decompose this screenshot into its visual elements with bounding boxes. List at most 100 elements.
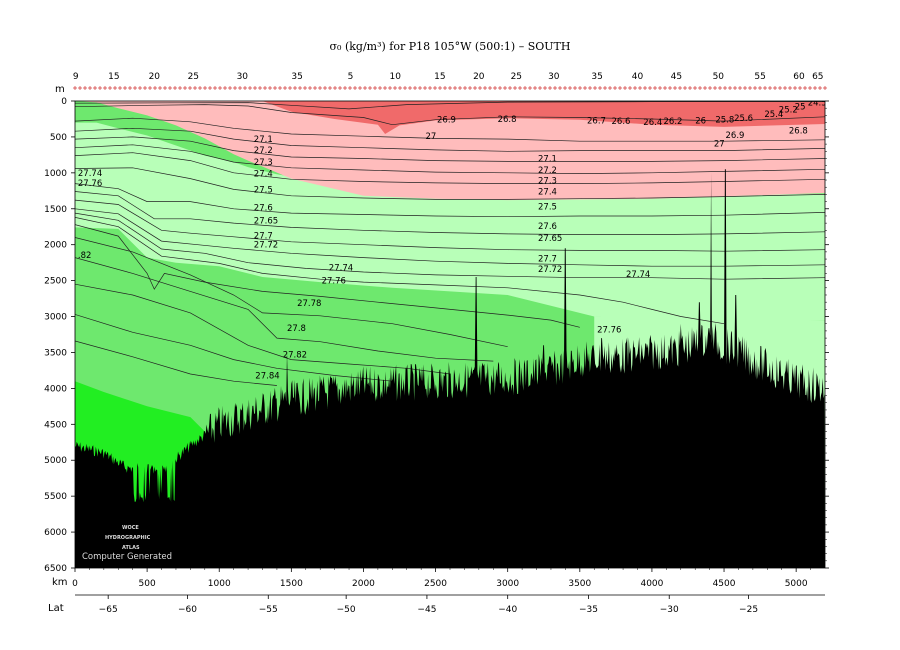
contour-line-14 (75, 224, 580, 328)
contour-label: 27.76 (322, 277, 346, 287)
contour-line-19 (75, 340, 277, 386)
contour-line-7 (75, 167, 825, 200)
contour-label: 26.7 (587, 116, 606, 126)
contour-label: 27.4 (538, 188, 557, 198)
contour-label: 27.65 (254, 216, 278, 226)
km-tick-label: 4500 (713, 579, 736, 589)
contour-line-6 (75, 152, 825, 184)
lat-tick-label: −25 (739, 605, 758, 615)
depth-tick-label: 0 (61, 97, 67, 107)
watermark-line-3: ATLAS (122, 545, 140, 551)
lat-tick-label: −50 (337, 605, 356, 615)
lat-tick-label: −45 (417, 605, 436, 615)
lat-tick-label: −35 (579, 605, 598, 615)
km-tick-label: 3500 (568, 579, 591, 589)
contour-line-12 (75, 212, 825, 280)
km-tick-label: 5000 (785, 579, 808, 589)
contour-label: 25.4 (764, 110, 783, 120)
contour-line-4 (75, 136, 825, 162)
contour-label: 27.5 (254, 185, 273, 195)
contour-line-10 (75, 199, 825, 252)
footer-note: Computer Generated (82, 552, 172, 562)
ocean-bottom-topography (75, 169, 825, 568)
band-light-pink (75, 101, 825, 201)
station-number: 35 (591, 72, 602, 82)
station-number: 10 (389, 72, 401, 82)
contour-label: 27.74 (78, 169, 102, 179)
isopycnal-contours (75, 101, 825, 386)
contour-line-1 (75, 104, 825, 126)
station-number: 30 (237, 72, 249, 82)
km-tick-label: 0 (72, 579, 78, 589)
lat-tick-label: −65 (99, 605, 118, 615)
latitude-axis: −65 −60 −55 −50 −45 −40 −35 −30 −25 (75, 594, 825, 615)
depth-tick-label: 500 (50, 133, 67, 143)
contour-label: 27 (426, 132, 437, 142)
contour-label: 27.2 (254, 146, 273, 156)
contour-label: 26.9 (437, 116, 456, 126)
depth-unit-label: m (55, 84, 65, 95)
station-number: 65 (812, 72, 823, 82)
contour-label: 27.82 (283, 351, 307, 361)
station-number: 30 (548, 72, 560, 82)
depth-tick-label: 2000 (44, 241, 67, 251)
depth-tick-label: 4000 (44, 384, 67, 394)
station-number: 50 (713, 72, 725, 82)
contour-line-2 (75, 117, 825, 142)
station-number: 40 (632, 72, 644, 82)
contour-label: 25.6 (734, 114, 753, 124)
contour-label: 27.74 (329, 264, 353, 274)
contour-label: 27.8 (287, 324, 306, 334)
contour-label: 27.74 (626, 270, 650, 280)
station-number: 45 (671, 72, 682, 82)
contour-label: 26 (695, 116, 706, 126)
contour-label: 27.6 (254, 203, 273, 213)
band-light-green (75, 122, 825, 323)
depth-tick-label: 3500 (44, 348, 67, 358)
depth-tick-label: 3000 (44, 313, 67, 323)
chart-title: σ₀ (kg/m³) for P18 105°W (500:1) – SOUTH (329, 40, 571, 53)
contour-line-8 (75, 183, 825, 218)
distance-unit-label: km (52, 577, 68, 588)
seafloor-topography (75, 169, 825, 568)
contour-label: 27.2 (538, 166, 557, 176)
contour-label: 27.4 (254, 170, 273, 180)
station-number: 55 (754, 72, 765, 82)
depth-tick-label: 2500 (44, 277, 67, 287)
contour-label: 27.72 (254, 241, 278, 251)
contour-label: 27 (714, 139, 725, 149)
station-number: 15 (434, 72, 445, 82)
contour-label: 26.2 (664, 117, 683, 127)
contour-line-16 (75, 257, 494, 362)
contour-label: 26.9 (726, 131, 745, 141)
contour-label: 27.65 (538, 234, 562, 244)
km-tick-label: 4000 (640, 579, 663, 589)
km-tick-label: 2000 (352, 579, 375, 589)
contour-label: 27.7 (254, 231, 273, 241)
km-tick-label: 3000 (496, 579, 519, 589)
contour-label: 27.84 (255, 372, 279, 382)
km-tick-label: 1000 (208, 579, 231, 589)
station-number: 60 (793, 72, 805, 82)
contour-label: 27.3 (538, 177, 557, 187)
km-tick-label: 500 (139, 579, 156, 589)
contour-label: 27.1 (254, 135, 273, 145)
contour-line-13 (75, 217, 725, 325)
contour-label: .82 (78, 251, 92, 261)
contour-label: 25 (795, 103, 806, 113)
depth-tick-label: 6000 (44, 528, 67, 538)
watermark-line-2: HYDROGRAPHIC (105, 535, 151, 541)
station-number: 25 (188, 72, 199, 82)
lat-tick-label: −40 (498, 605, 517, 615)
contour-label: 26.4 (643, 118, 662, 128)
contour-label: 26.8 (498, 115, 517, 125)
contour-label: 27.78 (297, 299, 321, 309)
distance-axis: 0 500 1000 1500 2000 2500 3000 3500 4000 4500 5000 (72, 568, 811, 589)
contour-label: 27.76 (597, 326, 621, 336)
station-number: 25 (511, 72, 522, 82)
contour-label: 27.72 (538, 265, 562, 275)
contour-label: 27.76 (78, 179, 102, 189)
station-number: 15 (108, 72, 119, 82)
